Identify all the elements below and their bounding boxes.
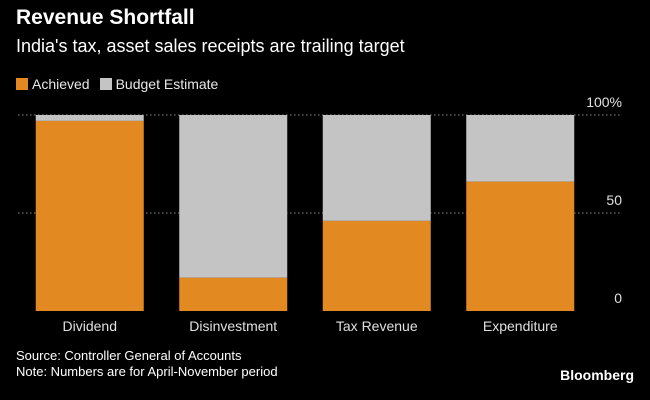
bar-tax-revenue-budget: [322, 115, 431, 221]
bar-dividend-budget: [35, 115, 144, 121]
x-tick-label-disinvestment: Disinvestment: [189, 318, 277, 334]
y-tick-label-0: 0: [614, 290, 622, 306]
legend-swatch-achieved: [16, 78, 28, 90]
legend-item-achieved: Achieved: [16, 76, 90, 92]
x-tick-label-tax-revenue: Tax Revenue: [336, 318, 418, 334]
y-tick-label-50: 50: [606, 192, 622, 208]
source-note: Source: Controller General of Accounts: [16, 348, 242, 363]
bar-expenditure-achieved: [466, 181, 575, 311]
bar-disinvestment-achieved: [179, 277, 288, 311]
x-tick-label-expenditure: Expenditure: [483, 318, 558, 334]
chart-title: Revenue Shortfall: [16, 6, 195, 29]
legend-swatch-budget: [99, 78, 112, 90]
period-note: Note: Numbers are for April-November per…: [16, 364, 278, 379]
bar-tax-revenue-achieved: [322, 220, 431, 311]
legend-label-budget: Budget Estimate: [115, 76, 219, 92]
x-tick-label-dividend: Dividend: [63, 318, 117, 334]
y-tick-label-100: 100%: [586, 94, 622, 110]
bar-disinvestment-budget: [179, 115, 288, 278]
legend: Achieved Budget Estimate: [16, 76, 228, 92]
legend-item-budget: Budget Estimate: [99, 76, 219, 92]
chart-subtitle: India's tax, asset sales receipts are tr…: [16, 36, 405, 56]
bar-expenditure-budget: [466, 115, 575, 182]
bar-dividend-achieved: [35, 120, 144, 311]
bloomberg-logo: Bloomberg: [560, 367, 634, 383]
legend-label-achieved: Achieved: [32, 76, 90, 92]
